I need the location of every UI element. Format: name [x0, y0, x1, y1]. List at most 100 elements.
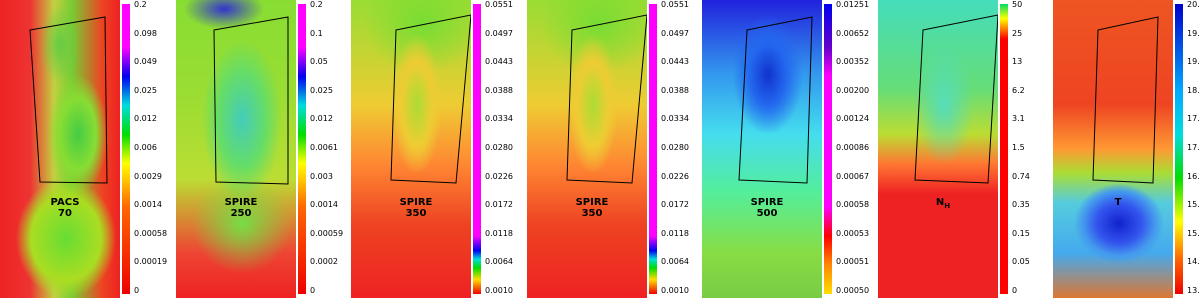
colorbar-tick-label: 0.15 [1012, 228, 1030, 238]
panel-label: SPIRE [225, 197, 258, 208]
colorbar-tick-label: 17.2 [1187, 143, 1200, 152]
colorbar-tick-label: 0.0061 [310, 143, 338, 152]
colorbar-tick-label: 15.8 [1187, 200, 1200, 210]
colorbar-tick-label: 0.05 [1012, 257, 1030, 267]
panel-label: 500 [757, 208, 778, 219]
colorbar-tick-label: 19.2 [1187, 57, 1200, 67]
colorbar-tick-label: 0.0388 [661, 85, 689, 95]
colorbar-tick-label: 17.9 [1187, 114, 1200, 124]
colorbar-tick-label: 0.0029 [134, 171, 162, 181]
colorbar-tick-label: 0.0118 [661, 228, 689, 238]
colorbar-tick-label: 0.0226 [661, 171, 689, 181]
colorbar-tick-label: 0.00058 [134, 228, 168, 238]
colorbar-tick-label: 25 [1012, 28, 1023, 38]
colorbar-tick-label: 0.098 [134, 28, 157, 38]
colorbar [649, 4, 657, 294]
colorbar-tick-label: 0.74 [1012, 171, 1030, 181]
colorbar-tick-label: 0.00067 [836, 171, 870, 181]
colorbar-tick-label: 0.0064 [485, 257, 513, 267]
map-image: SPIRE 250 [176, 0, 296, 298]
map-image: NH [878, 0, 998, 298]
colorbar-tick-label: 15.1 [1187, 228, 1200, 238]
colorbar [1175, 4, 1183, 294]
colorbar-tick-label: 0.35 [1012, 200, 1030, 210]
map-overlay: NH [914, 14, 998, 210]
colorbar-tick-label: 0.0334 [661, 114, 689, 124]
colorbar-tick-label: 13.7 [1187, 286, 1200, 295]
colorbar-tick-label: 0.0014 [134, 200, 162, 210]
colorbar-tick-label: 0.012 [134, 114, 157, 124]
colorbar-tick-label: 0.0118 [485, 228, 513, 238]
region-outline [390, 14, 471, 184]
colorbar-tick-label: 0.0443 [661, 57, 689, 67]
colorbar-tick-label: 0.0172 [661, 200, 689, 210]
colorbar-tick-label: 0.00050 [836, 286, 870, 295]
colorbar-tick-label: 0.0280 [485, 143, 513, 152]
colorbar-tick-label: 0.0064 [661, 257, 689, 267]
colorbar-tick-label: 0.0226 [485, 171, 513, 181]
colorbar [824, 4, 832, 294]
panel-label: SPIRE [576, 197, 609, 208]
colorbar-tick-label: 0.00019 [134, 257, 168, 267]
colorbar-tick-label: 0.025 [134, 85, 157, 95]
colorbar-tick-label: 0.0172 [485, 200, 513, 210]
colorbar-tick-label: 0.00058 [836, 200, 870, 210]
colorbar-tick-label: 0.0014 [310, 200, 338, 210]
colorbar-tick-label: 6.2 [1012, 85, 1025, 95]
colorbar-tick-label: 0.025 [310, 85, 333, 95]
map-image: T [1053, 0, 1173, 298]
colorbar-tick-label: 0.00086 [836, 143, 870, 152]
colorbar-tick-label: 19.9 [1187, 28, 1200, 38]
region-outline [1092, 16, 1159, 184]
colorbar-tick-label: 0.0388 [485, 85, 513, 95]
panel-label: 350 [406, 208, 427, 219]
colorbar-tick-label: 0 [310, 286, 316, 295]
colorbar-tick-label: 0.006 [134, 143, 157, 152]
panel-label: 250 [231, 208, 252, 219]
colorbar-tick-label: 50 [1012, 0, 1023, 9]
colorbar-tick-label: 18.6 [1187, 85, 1200, 95]
colorbar-tick-label: 0.0443 [485, 57, 513, 67]
panel-label: T [1115, 197, 1122, 208]
colorbar [122, 4, 130, 294]
colorbar-tick-label: 0.00200 [836, 85, 870, 95]
colorbar-tick-label: 0.05 [310, 57, 328, 67]
map-overlay: T [1092, 16, 1159, 208]
colorbar-tick-label: 0 [1012, 286, 1018, 295]
region-outline [29, 16, 108, 184]
colorbar-tick-label: 0.00124 [836, 114, 870, 124]
colorbar-tick-label: 1.5 [1012, 143, 1025, 152]
region-outline [914, 14, 998, 184]
region-outline [566, 14, 647, 184]
map-image: SPIRE 350 [351, 0, 471, 298]
colorbar-tick-label: 0.2 [134, 0, 147, 9]
colorbar-tick-label: 0.049 [134, 57, 157, 67]
colorbar [1000, 4, 1008, 294]
colorbar-tick-label: 0.1 [310, 28, 323, 38]
colorbar-tick-label: 3.1 [1012, 114, 1025, 124]
colorbar [473, 4, 481, 294]
colorbar-tick-label: 0.00051 [836, 257, 870, 267]
colorbar-tick-label: 0.00059 [310, 228, 344, 238]
colorbar-tick-label: 0.0002 [310, 257, 338, 267]
colorbar-tick-label: 0.0010 [485, 286, 513, 295]
colorbar-tick-label: 0.2 [310, 0, 323, 9]
panel-label: PACS [51, 197, 80, 208]
colorbar-tick-label: 14.4 [1187, 257, 1200, 267]
panel-label: SPIRE [751, 197, 784, 208]
region-outline [213, 16, 289, 185]
colorbar-tick-label: 0 [134, 286, 140, 295]
colorbar-tick-label: 0.01251 [836, 0, 870, 9]
colorbar-tick-label: 0.00352 [836, 57, 870, 67]
map-image: PACS 70 [0, 0, 120, 298]
panel-label-subscript: H [944, 202, 950, 210]
colorbar-tick-label: 0.0280 [661, 143, 689, 152]
colorbar-tick-label: 0.0551 [485, 0, 513, 9]
colorbar-tick-label: 0.0010 [661, 286, 689, 295]
map-image: SPIRE 500 [702, 0, 822, 298]
colorbar-tick-label: 0.012 [310, 114, 333, 124]
panel-label: 350 [582, 208, 603, 219]
